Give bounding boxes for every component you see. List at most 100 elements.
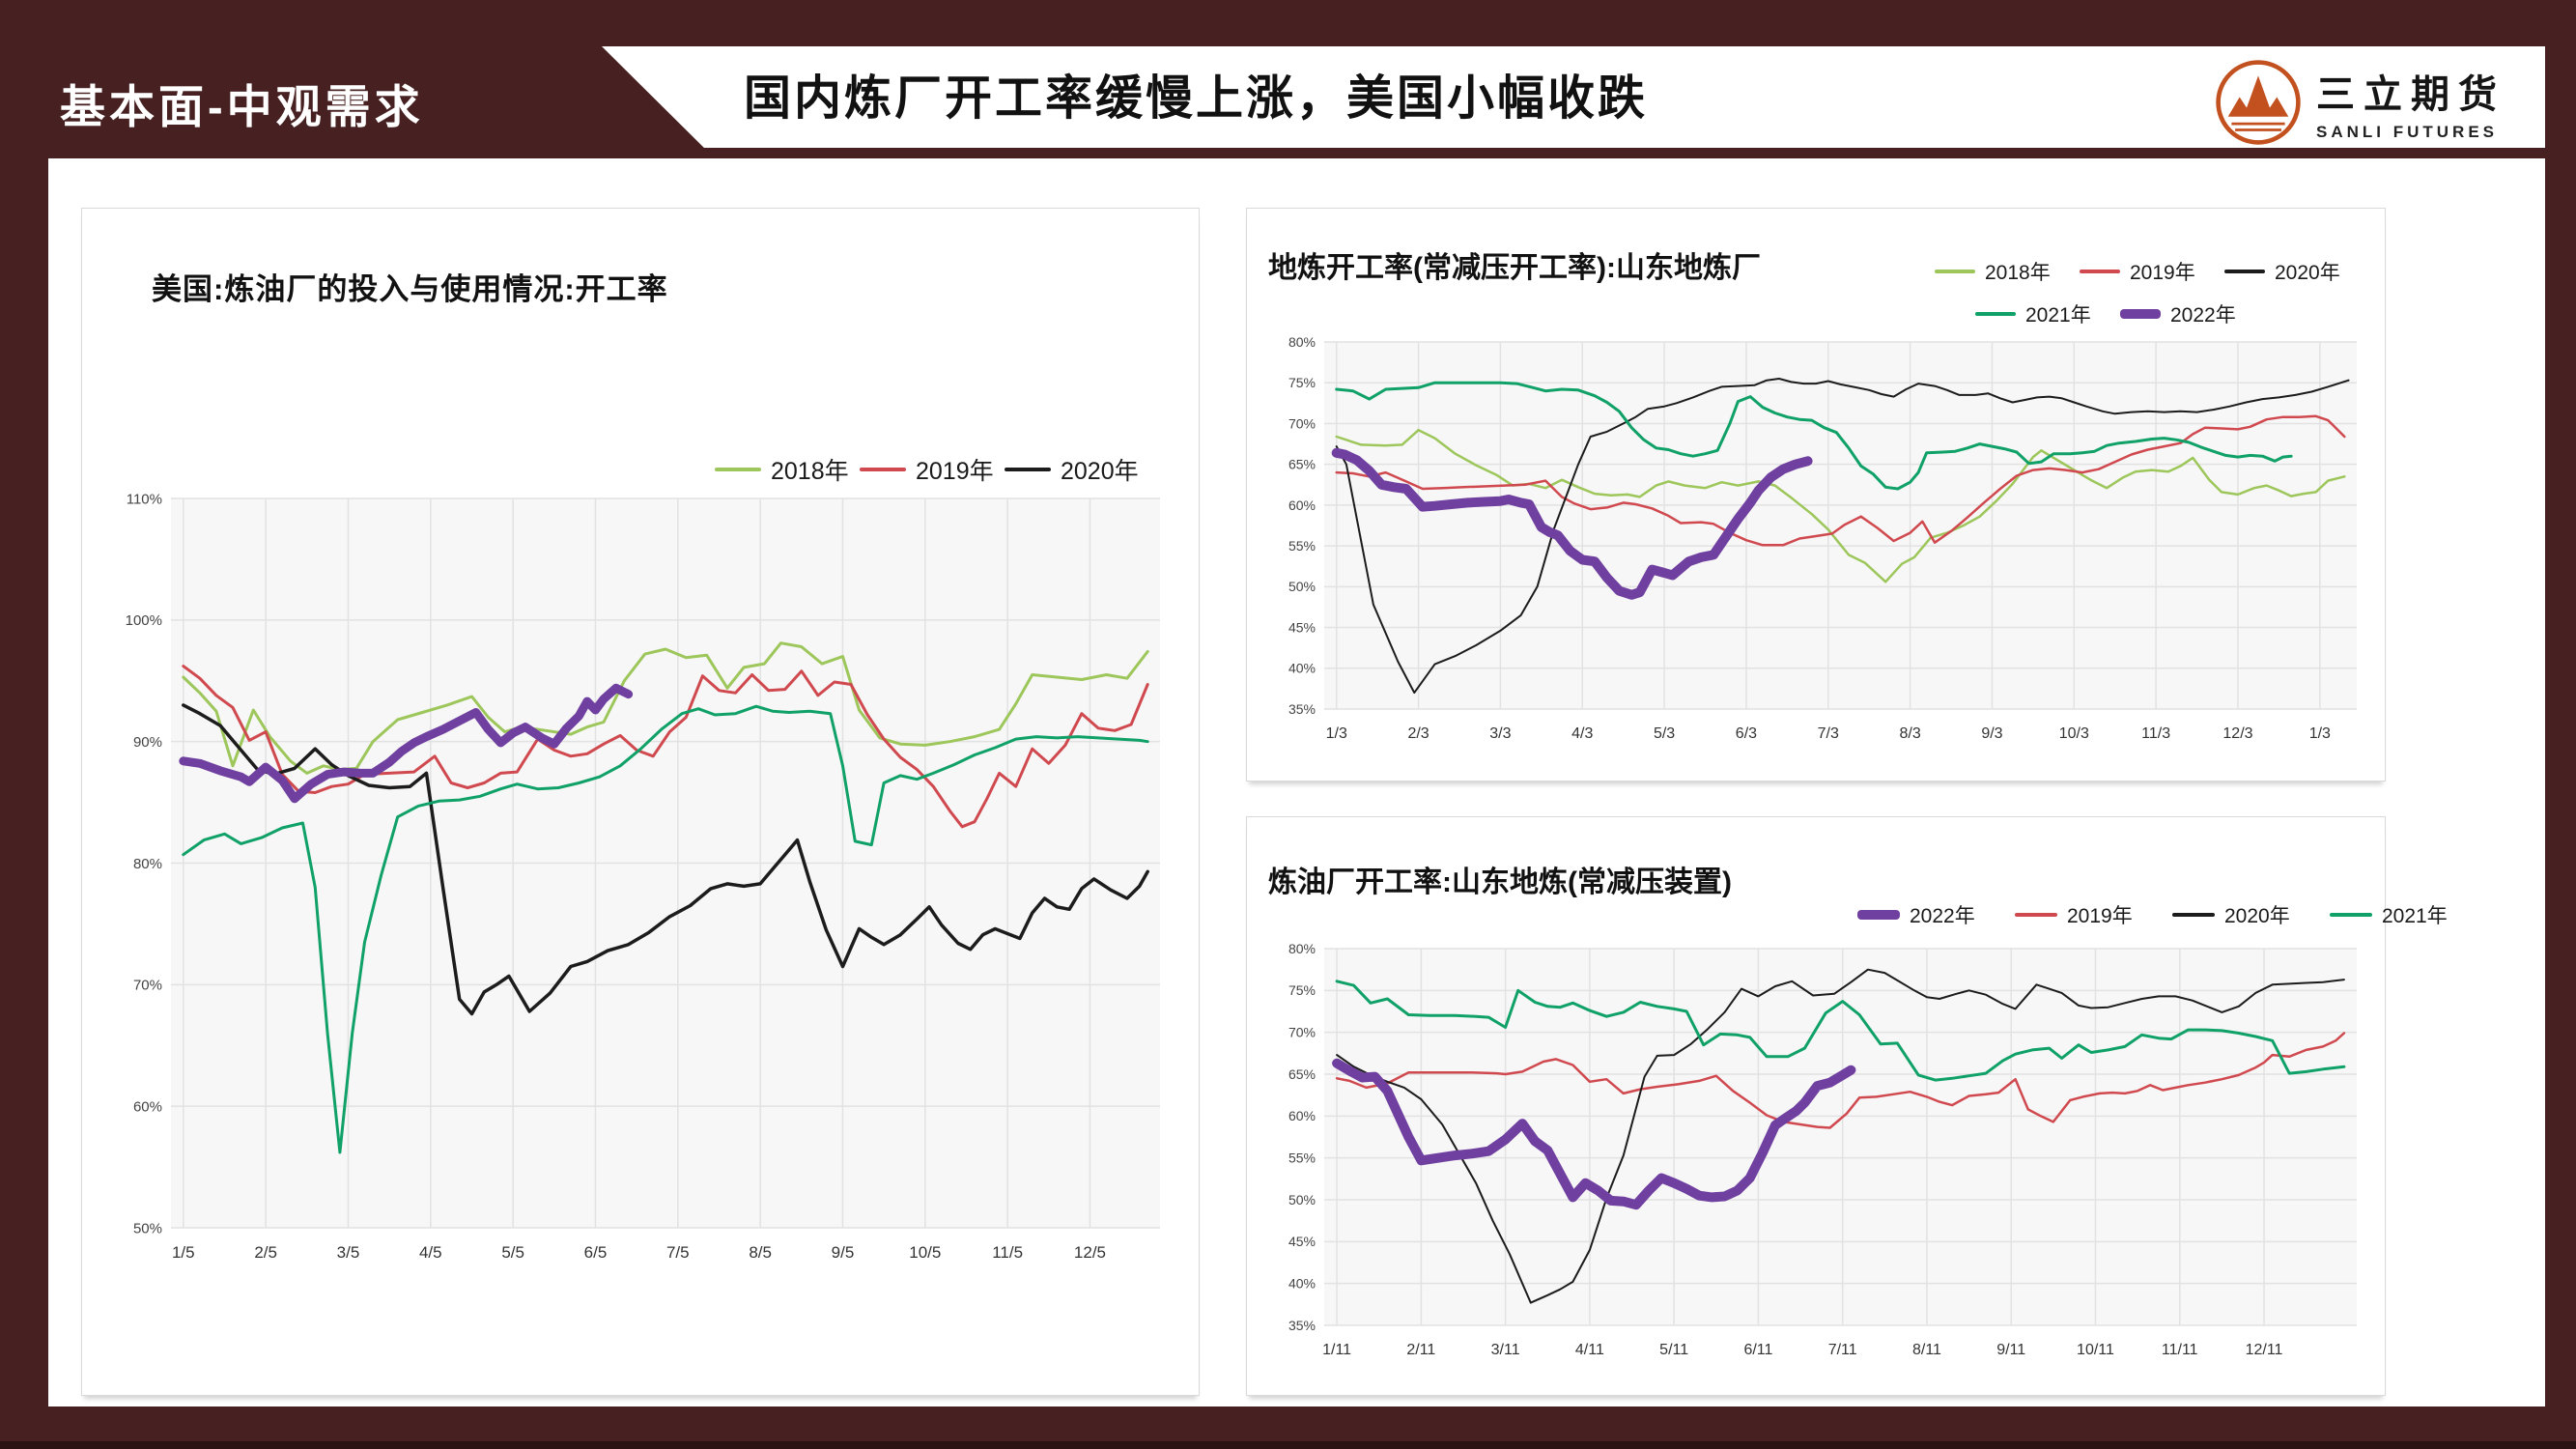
svg-text:60%: 60%: [1288, 1108, 1316, 1123]
legend-label: 2020年: [2224, 905, 2290, 927]
legend-item-2019年: 2019年: [860, 452, 1005, 487]
svg-text:80%: 80%: [1288, 941, 1316, 956]
svg-text:40%: 40%: [1288, 1276, 1316, 1292]
svg-text:7/5: 7/5: [666, 1243, 690, 1262]
company-logo: 三立期货 SANLI FUTURES: [2214, 56, 2533, 149]
section-ribbon: 基本面-中观需求: [0, 46, 715, 158]
svg-text:1/5: 1/5: [172, 1243, 195, 1262]
svg-text:9/5: 9/5: [832, 1243, 855, 1262]
svg-text:2/5: 2/5: [254, 1243, 277, 1262]
svg-text:5/5: 5/5: [501, 1243, 524, 1262]
legend-item-2021年: 2021年: [2330, 900, 2487, 929]
legend-swatch: [2224, 270, 2265, 273]
series-2022年: [1331, 447, 1813, 600]
series-2020年: [1336, 968, 2345, 1304]
series-2021年: [182, 704, 1149, 1154]
legend-row: 2022年 2019年 2020年 2021年: [1857, 900, 2487, 929]
svg-text:8/11: 8/11: [1912, 1342, 1941, 1358]
panel-shandong-cdu: 炼油厂开工率:山东地炼(常减压装置) 2022年 2019年 2020年 2021年 …: [1246, 816, 2448, 1396]
svg-text:50%: 50%: [1288, 579, 1316, 594]
series-2020年: [1335, 378, 2350, 695]
right-maroon-strip: [2545, 0, 2576, 1449]
svg-text:40%: 40%: [1288, 661, 1316, 676]
legend-item-2022年: 2022年: [2120, 299, 2265, 328]
svg-text:100%: 100%: [126, 612, 162, 629]
legend-label: 2021年: [2382, 905, 2448, 927]
left-maroon-strip: [0, 46, 48, 1418]
svg-text:7/11: 7/11: [1828, 1342, 1857, 1358]
top-maroon-strip: [0, 0, 2576, 46]
svg-text:90%: 90%: [133, 734, 162, 751]
svg-text:5/3: 5/3: [1654, 725, 1675, 742]
svg-text:12/11: 12/11: [2246, 1342, 2283, 1358]
legend-item-2018年: 2018年: [715, 452, 860, 487]
svg-text:80%: 80%: [133, 856, 162, 872]
svg-text:3/5: 3/5: [337, 1243, 360, 1262]
svg-text:12/3: 12/3: [2222, 725, 2252, 742]
svg-text:60%: 60%: [1288, 497, 1316, 513]
logo-subtitle: SANLI FUTURES: [2316, 123, 2498, 141]
chart-title-cdu: 炼油厂开工率:山东地炼(常减压装置): [1268, 867, 1732, 898]
page-title: 国内炼厂开工率缓慢上涨，美国小幅收跌: [744, 72, 1649, 125]
svg-text:4/3: 4/3: [1571, 725, 1593, 742]
svg-text:5/11: 5/11: [1659, 1342, 1688, 1358]
svg-text:80%: 80%: [1288, 334, 1316, 350]
chart-shandong-rate: 35% 40% 45% 50% 55% 60% 65% 70% 75% 80% 1/3 2/3 3/3 4…: [1264, 334, 2370, 750]
legend-label: 2020年: [2275, 262, 2340, 284]
svg-text:4/5: 4/5: [419, 1243, 442, 1262]
section-label: 基本面-中观需求: [60, 81, 424, 132]
svg-text:3/3: 3/3: [1489, 725, 1511, 742]
line-chart-svg: 35% 40% 45% 50% 55% 60% 65% 70% 75% 80% 1/11 2/11 3/…: [1288, 941, 2357, 1358]
svg-text:45%: 45%: [1288, 1234, 1316, 1249]
legend-item-2019年: 2019年: [2080, 257, 2224, 286]
svg-text:35%: 35%: [1288, 1318, 1316, 1333]
legend-swatch: [715, 468, 761, 471]
svg-text:65%: 65%: [1288, 457, 1316, 472]
svg-text:75%: 75%: [1288, 982, 1316, 998]
svg-text:45%: 45%: [1288, 619, 1316, 635]
legend-swatch: [2015, 913, 2057, 917]
legend-label: 2021年: [2025, 304, 2091, 327]
legend-label: 2020年: [1061, 458, 1139, 485]
legend-swatch: [2330, 913, 2372, 917]
legend-item-2022年: 2022年: [1857, 900, 2015, 929]
svg-text:65%: 65%: [1288, 1066, 1316, 1082]
panel-us-refinery: 美国:炼油厂的投入与使用情况:开工率 2018年2019年2020年2021年2…: [81, 208, 1200, 1396]
legend-swatch: [2172, 913, 2215, 917]
svg-text:11/3: 11/3: [2141, 725, 2170, 742]
legend-swatch: [1005, 468, 1051, 471]
svg-text:1/11: 1/11: [1322, 1342, 1351, 1358]
svg-text:9/11: 9/11: [1996, 1342, 2025, 1358]
svg-text:3/11: 3/11: [1491, 1342, 1520, 1358]
svg-text:50%: 50%: [1288, 1192, 1316, 1208]
legend-label: 2018年: [1985, 262, 2051, 284]
legend-swatch: [1857, 910, 1900, 920]
svg-text:110%: 110%: [127, 491, 162, 507]
svg-text:10/11: 10/11: [2077, 1342, 2114, 1358]
series-2018年: [182, 641, 1149, 775]
svg-text:11/5: 11/5: [992, 1243, 1023, 1262]
svg-text:4/11: 4/11: [1575, 1342, 1604, 1358]
legend-shandong: 2018年 2019年 2020年 2021年 2022年: [1935, 257, 2369, 342]
legend-label: 2019年: [2130, 262, 2195, 284]
legend-swatch: [1975, 312, 2016, 316]
plot-background: [1324, 949, 2357, 1325]
legend-swatch: [2120, 309, 2161, 319]
svg-text:12/5: 12/5: [1074, 1243, 1106, 1262]
svg-text:6/11: 6/11: [1743, 1342, 1772, 1358]
series-2020年: [182, 703, 1149, 1016]
legend-item-2018年: 2018年: [1935, 257, 2080, 286]
svg-text:10/5: 10/5: [909, 1243, 941, 1262]
svg-text:10/3: 10/3: [2059, 725, 2089, 742]
chart-title-us: 美国:炼油厂的投入与使用情况:开工率: [152, 272, 668, 306]
legend-item-2021年: 2021年: [1975, 299, 2120, 328]
series-2022年: [179, 683, 634, 804]
svg-text:2/3: 2/3: [1407, 725, 1429, 742]
mountain-logo-icon: [2216, 60, 2301, 145]
series-2022年: [1332, 1058, 1856, 1210]
svg-text:50%: 50%: [133, 1220, 162, 1236]
legend-item-2020年: 2020年: [2224, 257, 2369, 286]
chart-title-shandong: 地炼开工率(常减压开工率):山东地炼厂: [1268, 252, 1761, 284]
svg-text:70%: 70%: [1288, 415, 1316, 431]
legend-swatch: [2080, 270, 2120, 273]
